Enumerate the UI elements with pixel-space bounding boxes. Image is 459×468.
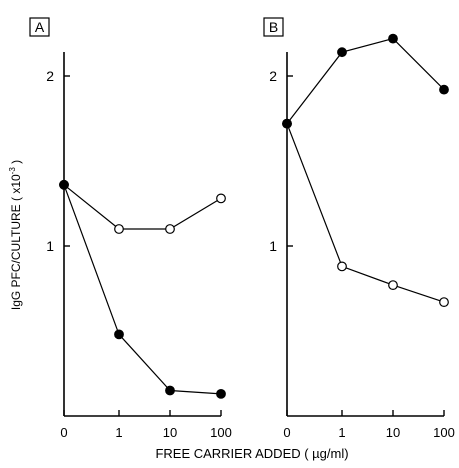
data-point-open xyxy=(114,224,124,234)
data-point-open xyxy=(165,224,175,234)
x-tick-label: 10 xyxy=(163,425,177,440)
series-line-filled xyxy=(286,37,445,124)
series-line-open xyxy=(286,123,445,303)
y-axis-label: IgG PFC/CULTURE ( x10-3 ) xyxy=(8,160,23,310)
panel-b: 1 2 0 1 10 100 B xyxy=(263,17,455,440)
y-tick-label: 2 xyxy=(46,68,54,84)
panel-label: A xyxy=(35,19,45,35)
data-point-filled xyxy=(388,33,398,44)
data-point-filled xyxy=(59,179,69,190)
x-tick-label: 100 xyxy=(433,425,455,440)
data-point-open xyxy=(388,280,398,291)
x-tick-label: 0 xyxy=(60,425,67,440)
y-tick-label: 1 xyxy=(269,238,277,254)
data-point-filled xyxy=(439,84,449,95)
x-tick-label: 0 xyxy=(283,425,290,440)
data-point-filled xyxy=(114,329,124,340)
data-point-filled xyxy=(165,385,175,396)
x-axis-label: FREE CARRIER ADDED ( µg/ml) xyxy=(155,446,348,461)
x-tick-label: 10 xyxy=(386,425,400,440)
x-tick-label: 100 xyxy=(210,425,232,440)
panel-label-box xyxy=(29,17,50,37)
y-tick-label: 2 xyxy=(269,68,277,84)
y-axis-label-exponent: -3 xyxy=(8,167,17,175)
data-point-filled xyxy=(282,118,292,129)
series-line-filled xyxy=(63,184,222,395)
series-line-open xyxy=(63,184,222,230)
y-tick-label: 1 xyxy=(46,238,54,254)
data-point-open xyxy=(439,297,449,308)
x-tick-label: 1 xyxy=(115,425,122,440)
data-point-filled xyxy=(216,389,226,399)
y-axis-label-close: ) xyxy=(9,160,23,167)
panel-a: 1 2 0 1 10 100 A xyxy=(29,17,232,440)
data-point-filled xyxy=(337,47,347,58)
data-point-open xyxy=(337,261,347,272)
panel-label: B xyxy=(269,19,278,35)
data-point-open xyxy=(216,193,226,204)
x-tick-label: 1 xyxy=(338,425,345,440)
y-axis-label-main: IgG PFC/CULTURE ( x10 xyxy=(9,174,23,310)
panel-label-box xyxy=(263,17,284,37)
